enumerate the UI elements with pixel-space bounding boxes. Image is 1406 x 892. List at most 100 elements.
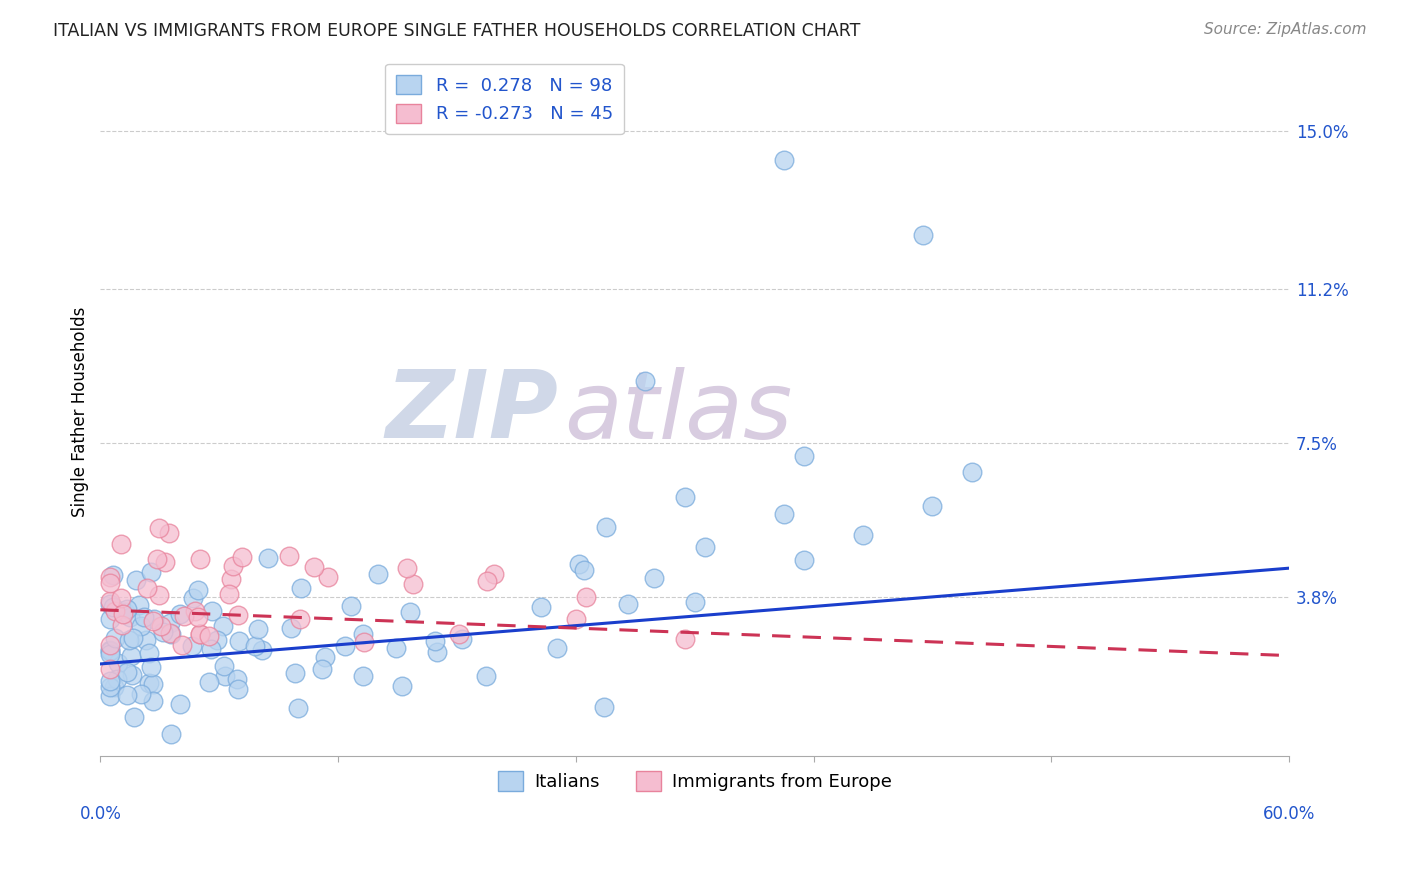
Point bbox=[138, 646, 160, 660]
Point bbox=[150, 618, 173, 632]
Point bbox=[187, 610, 209, 624]
Point bbox=[205, 632, 228, 647]
Point bbox=[212, 619, 235, 633]
Point bbox=[402, 577, 425, 591]
Point bbox=[98, 612, 121, 626]
Point bbox=[187, 582, 209, 597]
Point bbox=[219, 572, 242, 586]
Point bbox=[104, 631, 127, 645]
Point bbox=[673, 632, 696, 646]
Text: Source: ZipAtlas.com: Source: ZipAtlas.com bbox=[1204, 22, 1367, 37]
Point bbox=[960, 466, 983, 480]
Point bbox=[228, 608, 250, 623]
Point bbox=[135, 633, 157, 648]
Point bbox=[257, 550, 280, 565]
Point bbox=[921, 499, 943, 513]
Text: ITALIAN VS IMMIGRANTS FROM EUROPE SINGLE FATHER HOUSEHOLDS CORRELATION CHART: ITALIAN VS IMMIGRANTS FROM EUROPE SINGLE… bbox=[53, 22, 860, 40]
Point bbox=[250, 643, 273, 657]
Point bbox=[595, 519, 617, 533]
Point bbox=[316, 570, 339, 584]
Point bbox=[634, 374, 657, 388]
Text: 0.0%: 0.0% bbox=[79, 805, 121, 823]
Point bbox=[129, 619, 152, 633]
Point bbox=[530, 600, 553, 615]
Point bbox=[231, 550, 253, 565]
Point bbox=[181, 591, 204, 605]
Point bbox=[214, 658, 236, 673]
Point bbox=[172, 638, 194, 652]
Point bbox=[129, 687, 152, 701]
Point bbox=[673, 491, 696, 505]
Point bbox=[399, 605, 422, 619]
Point bbox=[98, 647, 121, 661]
Point bbox=[188, 627, 211, 641]
Point bbox=[115, 602, 138, 616]
Point bbox=[110, 537, 132, 551]
Point bbox=[311, 662, 333, 676]
Point bbox=[98, 570, 121, 584]
Point bbox=[447, 627, 470, 641]
Point bbox=[103, 600, 125, 615]
Point bbox=[169, 698, 191, 712]
Point bbox=[148, 589, 170, 603]
Point bbox=[482, 566, 505, 581]
Point bbox=[643, 571, 665, 585]
Point bbox=[98, 576, 121, 591]
Point bbox=[145, 552, 167, 566]
Point bbox=[104, 604, 127, 618]
Point bbox=[98, 598, 121, 612]
Point bbox=[100, 680, 122, 694]
Point bbox=[105, 672, 128, 686]
Point bbox=[396, 561, 419, 575]
Point bbox=[284, 666, 307, 681]
Point bbox=[98, 662, 121, 676]
Point bbox=[852, 528, 875, 542]
Point bbox=[142, 614, 165, 628]
Point bbox=[425, 633, 447, 648]
Point bbox=[280, 622, 302, 636]
Point bbox=[188, 626, 211, 640]
Point bbox=[142, 677, 165, 691]
Point bbox=[114, 605, 136, 619]
Text: atlas: atlas bbox=[564, 367, 792, 458]
Point bbox=[218, 587, 240, 601]
Point bbox=[287, 701, 309, 715]
Point bbox=[575, 591, 598, 605]
Point bbox=[911, 228, 934, 243]
Point bbox=[152, 625, 174, 640]
Point bbox=[138, 676, 160, 690]
Point bbox=[143, 611, 166, 625]
Point bbox=[122, 632, 145, 646]
Point bbox=[103, 680, 125, 694]
Point bbox=[198, 629, 221, 643]
Point bbox=[111, 607, 134, 622]
Point bbox=[157, 526, 180, 541]
Point bbox=[98, 638, 121, 652]
Point bbox=[98, 643, 121, 657]
Point bbox=[153, 555, 176, 569]
Point bbox=[142, 694, 165, 708]
Point bbox=[183, 604, 205, 618]
Point bbox=[132, 609, 155, 624]
Point bbox=[693, 541, 716, 555]
Point bbox=[101, 567, 124, 582]
Point bbox=[314, 649, 336, 664]
Point bbox=[475, 574, 498, 588]
Point bbox=[160, 727, 183, 741]
Point bbox=[288, 611, 311, 625]
Point bbox=[173, 608, 195, 623]
Point bbox=[118, 610, 141, 624]
Point bbox=[565, 612, 588, 626]
Point bbox=[391, 679, 413, 693]
Point bbox=[568, 557, 591, 571]
Point bbox=[352, 669, 374, 683]
Point bbox=[159, 616, 181, 631]
Point bbox=[124, 573, 146, 587]
Point bbox=[148, 521, 170, 535]
Point bbox=[546, 640, 568, 655]
Point bbox=[793, 449, 815, 463]
Point bbox=[201, 604, 224, 618]
Point bbox=[333, 639, 356, 653]
Point bbox=[277, 549, 299, 563]
Point bbox=[117, 665, 139, 679]
